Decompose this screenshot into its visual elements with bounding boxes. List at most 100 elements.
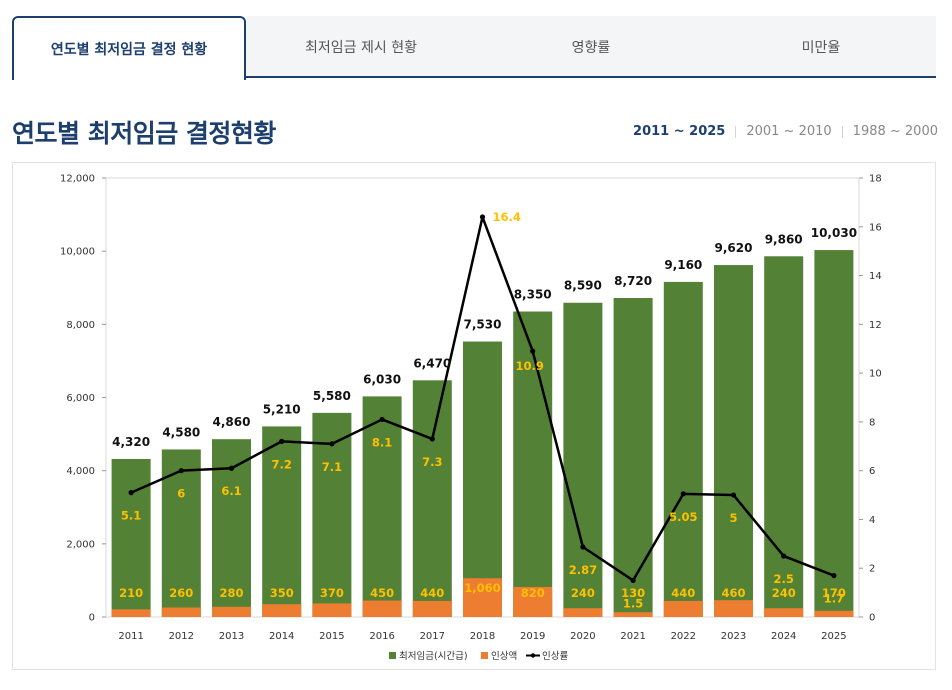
x-tick-label: 2011 [118, 631, 143, 642]
rate-value-label: 7.2 [272, 457, 292, 471]
rate-value-label: 6.1 [221, 484, 241, 498]
increase-bar [463, 578, 502, 617]
rate-point [630, 577, 636, 584]
wage-bar [312, 412, 352, 617]
x-tick-label: 2024 [771, 631, 796, 642]
legend-wage-swatch [389, 652, 396, 659]
rate-point [831, 572, 837, 579]
chart-container: 0 2,000 4,000 6,000 8,000 10,000 12,000 0 2 4 6 8 10… [12, 162, 936, 670]
rate-point [178, 468, 184, 474]
rate-point [128, 490, 134, 496]
wage-bar [262, 426, 302, 617]
wage-value-label: 9,160 [664, 258, 702, 272]
x-tick-label: 2017 [420, 631, 445, 642]
tab-proposal-status[interactable]: 최저임금 제시 현황 [246, 16, 476, 78]
rate-point [279, 438, 285, 444]
increase-bar [764, 608, 804, 617]
wage-bar [714, 265, 753, 617]
increase-value-label: 240 [772, 586, 796, 600]
increase-value-label: 240 [571, 586, 595, 600]
y-tick-label: 4,000 [66, 466, 95, 477]
x-tick-label: 2012 [169, 631, 194, 642]
rate-value-label: 2.5 [774, 572, 794, 586]
wage-value-label: 6,030 [363, 372, 401, 386]
increase-bar [663, 600, 703, 617]
range-2011-2025[interactable]: 2011 ~ 2025 [633, 124, 726, 139]
rate-value-label: 6 [177, 487, 185, 501]
wage-value-label: 7,530 [464, 318, 502, 332]
y2-tick-label: 2 [869, 564, 875, 575]
year-range-selector: 2011 ~ 2025 2001 ~ 2010 1988 ~ 2000 [633, 124, 938, 139]
x-tick-label: 2023 [721, 631, 746, 642]
wage-bar [764, 256, 804, 617]
rate-point [379, 416, 385, 423]
legend-increase-swatch [481, 652, 488, 659]
increase-bar [814, 610, 854, 617]
rate-value-label: 5.05 [669, 510, 697, 524]
tab-underline [12, 76, 936, 78]
increase-bar [262, 604, 302, 617]
wage-bar [814, 250, 854, 618]
rate-value-label: 2.87 [569, 563, 597, 577]
increase-value-label: 450 [370, 586, 394, 600]
range-2001-2010[interactable]: 2001 ~ 2010 [746, 124, 832, 139]
rate-value-label: 10.9 [516, 359, 544, 373]
wage-value-label: 6,470 [413, 356, 451, 370]
increase-bar [714, 600, 753, 617]
legend-increase-label: 인상액 [491, 650, 517, 662]
rate-value-label: 7.3 [422, 455, 442, 469]
tab-impact-rate[interactable]: 영향률 [476, 16, 706, 78]
x-tick-label: 2022 [671, 631, 696, 642]
increase-value-label: 820 [521, 586, 545, 600]
rate-point [329, 441, 335, 447]
y-tick-label: 12,000 [60, 174, 95, 185]
rate-value-label: 7.1 [322, 460, 342, 474]
increase-value-label: 350 [270, 586, 294, 600]
y-tick-label: 6,000 [66, 393, 95, 404]
wage-bar [362, 396, 402, 617]
increase-value-label: 440 [671, 586, 695, 600]
increase-value-label: 170 [822, 586, 846, 600]
x-tick-label: 2019 [520, 631, 545, 642]
wage-bar [663, 281, 703, 617]
rate-point [530, 348, 536, 354]
increase-value-label: 370 [320, 586, 344, 600]
rate-point [429, 436, 435, 442]
wage-bar [513, 311, 553, 617]
tab-bar: 연도별 최저임금 결정 현황 최저임금 제시 현황 영향률 미만율 [12, 16, 936, 80]
rate-point [479, 214, 486, 220]
increase-value-label: 1,060 [464, 581, 500, 595]
increase-value-label: 210 [119, 586, 143, 600]
legend-wage-label: 최저임금(시간급) [399, 650, 468, 662]
increase-bar [613, 612, 653, 617]
rate-value-label: 1.7 [824, 592, 844, 606]
y2-tick-label: 10 [869, 369, 882, 380]
wage-value-label: 4,580 [162, 425, 200, 439]
rate-value-label: 16.4 [493, 210, 521, 224]
tab-yearly-decision[interactable]: 연도별 최저임금 결정 현황 [12, 16, 246, 80]
y-tick-label: 2,000 [66, 539, 95, 550]
rate-value-label: 8.1 [372, 435, 392, 449]
wage-value-label: 9,860 [765, 232, 803, 246]
rate-point [228, 465, 235, 471]
wage-value-label: 5,210 [263, 402, 301, 416]
wage-value-label: 8,350 [514, 288, 552, 302]
wage-value-label: 4,860 [213, 415, 251, 429]
wage-bar [563, 302, 603, 617]
rate-value-label: 1.5 [623, 596, 643, 610]
increase-value-label: 130 [621, 586, 645, 600]
page-title: 연도별 최저임금 결정현황 [12, 119, 276, 148]
increase-value-label: 280 [219, 586, 243, 600]
range-1988-2000[interactable]: 1988 ~ 2000 [852, 124, 938, 139]
wage-value-label: 5,580 [313, 389, 351, 403]
increase-bar [563, 608, 603, 617]
increase-bar [161, 607, 201, 617]
increase-bar [513, 587, 553, 617]
increase-value-label: 260 [169, 586, 193, 600]
tab-below-rate[interactable]: 미만율 [706, 16, 936, 78]
y2-tick-label: 4 [869, 515, 875, 526]
increase-value-label: 460 [721, 586, 745, 600]
wage-bar [412, 380, 452, 617]
wage-bar [111, 458, 151, 617]
wage-chart: 0 2,000 4,000 6,000 8,000 10,000 12,000 0 2 4 6 8 10… [60, 174, 882, 663]
